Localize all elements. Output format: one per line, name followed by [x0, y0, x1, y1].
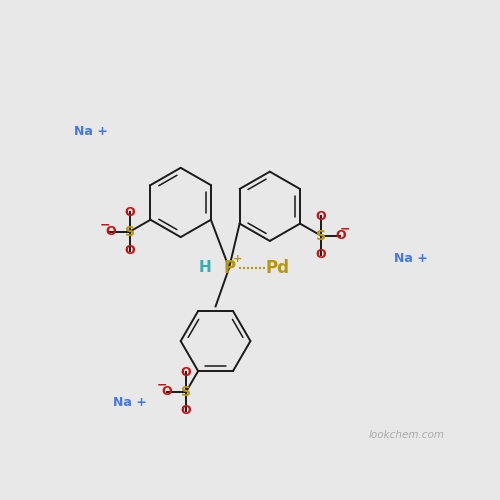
Text: +: +: [233, 254, 242, 264]
Text: O: O: [335, 229, 345, 242]
Text: O: O: [181, 404, 192, 417]
Text: O: O: [162, 385, 172, 398]
Text: −: −: [100, 218, 110, 232]
Text: H: H: [198, 260, 211, 276]
Text: Na +: Na +: [113, 396, 147, 409]
Text: O: O: [181, 366, 192, 379]
Text: O: O: [124, 244, 135, 258]
Text: O: O: [316, 248, 326, 262]
Text: Na +: Na +: [394, 252, 428, 265]
Text: S: S: [181, 384, 191, 398]
Text: Na +: Na +: [74, 124, 108, 138]
Text: O: O: [105, 225, 116, 238]
Text: −: −: [156, 378, 167, 392]
Text: lookchem.com: lookchem.com: [368, 430, 444, 440]
Text: S: S: [124, 224, 134, 238]
Text: Pd: Pd: [266, 259, 289, 277]
Text: O: O: [316, 210, 326, 223]
Text: P: P: [223, 259, 235, 277]
Text: −: −: [340, 222, 350, 235]
Text: S: S: [316, 228, 326, 242]
Text: O: O: [124, 206, 135, 219]
